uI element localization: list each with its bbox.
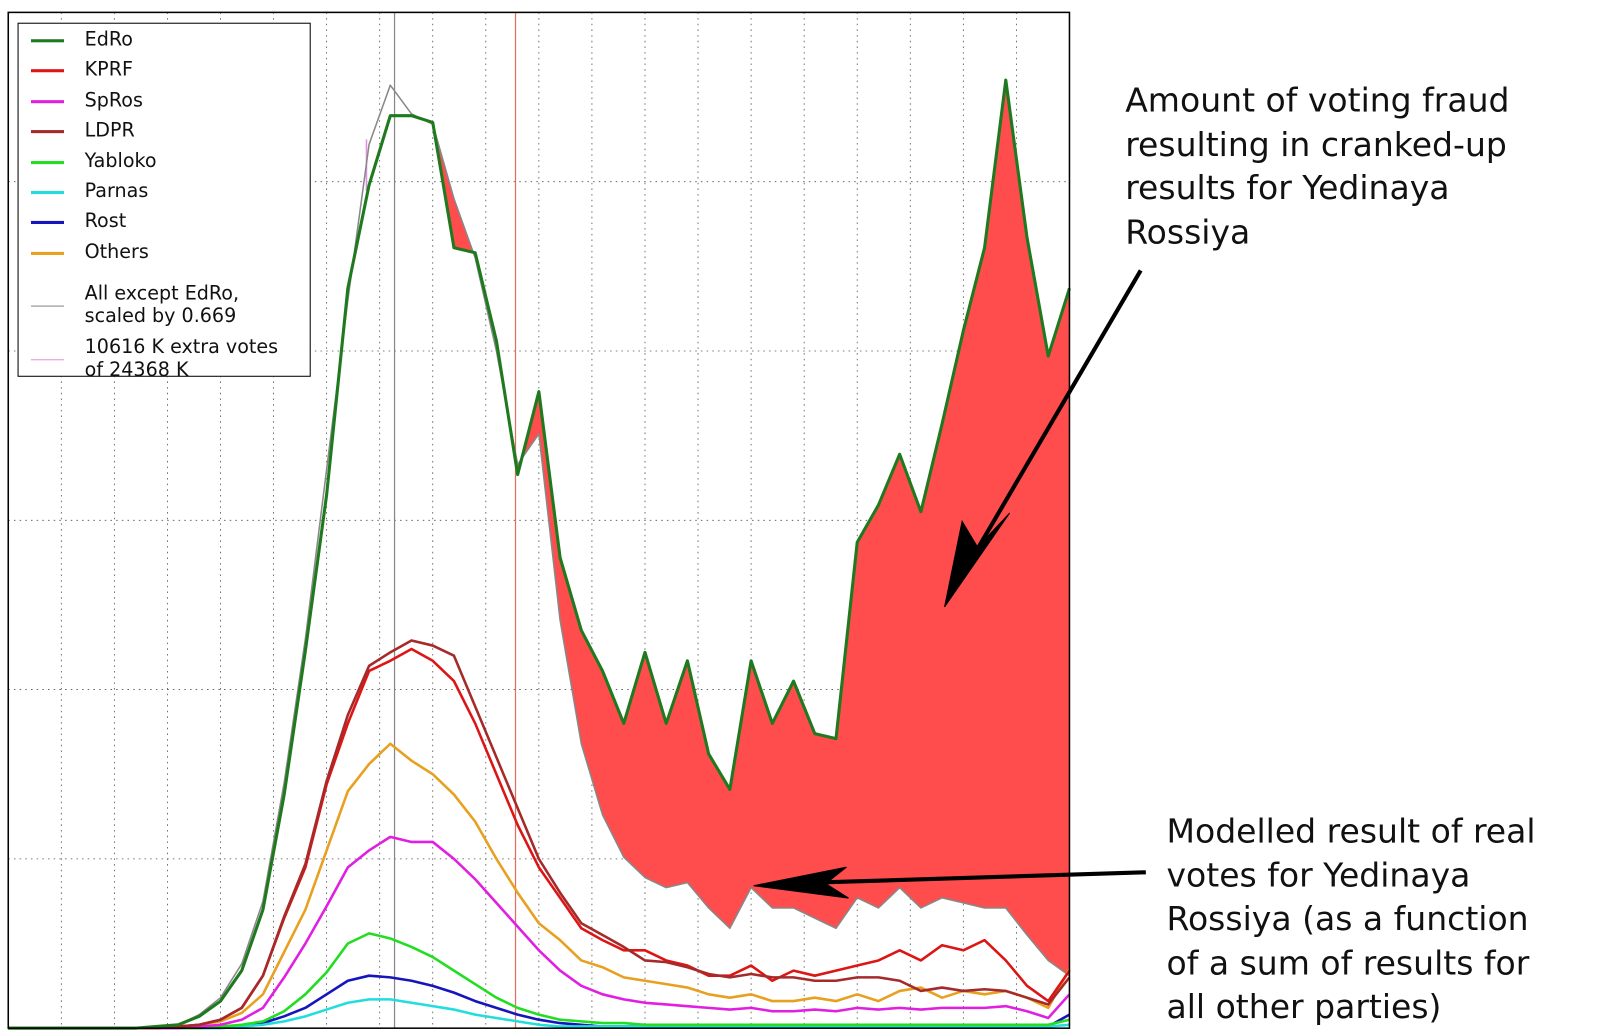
arrow-head <box>753 866 849 899</box>
annotation: Amount of voting fraud resulting in cran… <box>1125 80 1510 252</box>
legend-entry: KPRF <box>19 59 133 82</box>
legend-swatch <box>30 129 65 133</box>
legend-swatch <box>30 358 65 360</box>
legend: EdRo KPRF SpRos LDPR Yabloko Parnas Rost Others… <box>17 22 311 381</box>
legend-entry: All except EdRo, scaled by 0.669 <box>19 283 239 328</box>
legend-entry: Others <box>19 242 149 265</box>
legend-label: All except EdRo, scaled by 0.669 <box>84 282 240 328</box>
arrow-line <box>973 269 1143 554</box>
arrow-head <box>944 512 1011 608</box>
legend-swatch <box>30 220 65 224</box>
legend-swatch <box>30 190 65 194</box>
legend-entry: Yabloko <box>19 151 157 174</box>
legend-label: Parnas <box>84 180 149 203</box>
fraud-area <box>411 80 1070 976</box>
legend-label: SpRos <box>84 89 143 112</box>
legend-label: KPRF <box>84 58 133 81</box>
legend-entry: Rost <box>19 211 127 234</box>
legend-entry: SpRos <box>19 90 143 113</box>
legend-label: Others <box>84 241 149 264</box>
legend-entry: LDPR <box>19 120 135 143</box>
plot-border <box>7 11 1071 1029</box>
legend-swatch <box>30 160 65 164</box>
arrows <box>753 269 1146 899</box>
series-line <box>8 78 1071 1030</box>
legend-label: Yabloko <box>84 150 157 173</box>
annotation: Modelled result of real votes for Yedina… <box>1166 811 1536 1027</box>
legend-label: Rost <box>84 210 127 233</box>
legend-entry: 10616 K extra votes of 24368 K <box>19 337 278 382</box>
legend-label: LDPR <box>84 119 135 142</box>
arrow-line <box>815 870 1146 885</box>
legend-entry: EdRo <box>19 29 133 52</box>
series-line <box>8 639 1071 1030</box>
legend-entry: Parnas <box>19 180 149 204</box>
legend-label: EdRo <box>84 28 133 51</box>
legend-swatch <box>30 38 65 42</box>
legend-swatch <box>30 68 65 72</box>
legend-swatch <box>30 251 65 255</box>
legend-label: 10616 K extra votes of 24368 K <box>84 336 279 381</box>
legend-swatch <box>30 305 65 307</box>
legend-swatch <box>30 99 65 103</box>
